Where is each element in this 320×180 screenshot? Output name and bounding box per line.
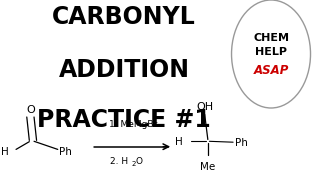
Text: Me: Me bbox=[200, 162, 215, 172]
Text: HELP: HELP bbox=[255, 47, 287, 57]
Text: ASAP: ASAP bbox=[253, 64, 289, 77]
Text: Ph: Ph bbox=[59, 147, 72, 157]
Text: H: H bbox=[175, 137, 182, 147]
Text: 1. MeMgBr: 1. MeMgBr bbox=[109, 120, 158, 129]
Text: O: O bbox=[26, 105, 35, 115]
Text: ADDITION: ADDITION bbox=[59, 58, 189, 82]
Text: 2: 2 bbox=[132, 161, 136, 167]
Text: CARBONYL: CARBONYL bbox=[52, 5, 196, 29]
Text: Ph: Ph bbox=[235, 138, 248, 148]
Text: O: O bbox=[136, 157, 143, 166]
Text: CHEM: CHEM bbox=[253, 33, 289, 43]
Text: OH: OH bbox=[196, 102, 213, 112]
Text: PRACTICE #1: PRACTICE #1 bbox=[37, 108, 211, 132]
Text: H: H bbox=[1, 147, 9, 157]
Text: 2. H: 2. H bbox=[110, 157, 128, 166]
